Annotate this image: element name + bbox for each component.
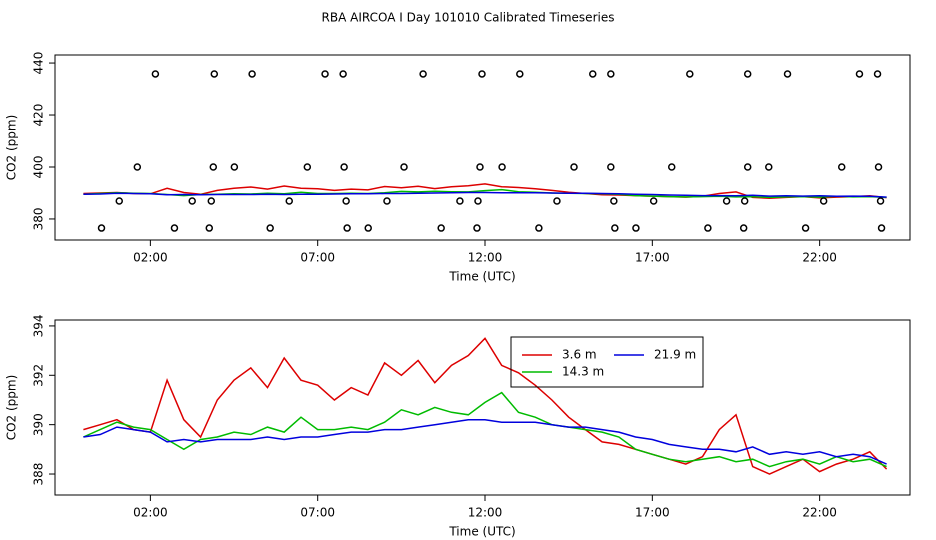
- point: [285, 197, 293, 205]
- x-axis-label: Time (UTC): [448, 525, 515, 539]
- chart-title: RBA AIRCOA I Day 101010 Calibrated Times…: [322, 11, 615, 25]
- point: [632, 224, 640, 232]
- point: [607, 163, 615, 171]
- x-axis-label: Time (UTC): [448, 270, 515, 284]
- point: [589, 70, 597, 78]
- point: [383, 197, 391, 205]
- x-tick-label: 12:00: [468, 506, 503, 520]
- x-tick-label: 02:00: [133, 251, 168, 265]
- point: [115, 197, 124, 205]
- point: [207, 197, 216, 205]
- line: [83, 337, 888, 475]
- x-tick-label: 02:00: [133, 506, 168, 520]
- line: [83, 418, 887, 465]
- point: [248, 70, 256, 78]
- point: [437, 224, 445, 232]
- x-tick-label: 12:00: [468, 251, 503, 265]
- line: [83, 391, 887, 468]
- point: [339, 70, 347, 78]
- legend-label: 3.6 m: [562, 348, 597, 362]
- point: [743, 70, 752, 78]
- point: [170, 224, 179, 232]
- y-axis-label: CO2 (ppm): [5, 375, 19, 441]
- plot-frame: [54, 54, 911, 241]
- x-tick-label: 22:00: [802, 506, 837, 520]
- point: [456, 197, 464, 205]
- y-tick-label: 420: [32, 104, 46, 127]
- point: [342, 197, 350, 205]
- point: [419, 70, 427, 78]
- y-tick-label: 388: [32, 463, 46, 486]
- y-tick-label: 440: [32, 52, 46, 75]
- plot-frame: [54, 319, 911, 496]
- legend-label: 21.9 m: [654, 348, 696, 362]
- point: [210, 70, 219, 78]
- x-tick-label: 07:00: [300, 251, 335, 265]
- point: [343, 224, 351, 232]
- point: [783, 70, 792, 78]
- point: [740, 197, 749, 205]
- point: [473, 224, 481, 232]
- x-tick-label: 17:00: [635, 251, 670, 265]
- point: [739, 224, 748, 232]
- point: [151, 70, 160, 78]
- point: [649, 197, 658, 205]
- line: [83, 183, 887, 199]
- point: [400, 163, 408, 171]
- point: [474, 197, 482, 205]
- point: [97, 224, 106, 232]
- legend-box: [510, 336, 704, 388]
- point: [498, 163, 506, 171]
- point: [837, 163, 846, 171]
- point: [855, 70, 864, 78]
- point: [877, 224, 886, 232]
- point: [801, 224, 810, 232]
- point: [876, 197, 885, 205]
- point: [743, 163, 752, 171]
- point: [874, 163, 883, 171]
- point: [476, 163, 484, 171]
- y-tick-label: 392: [32, 364, 46, 387]
- line: [83, 191, 887, 198]
- point: [570, 163, 578, 171]
- point: [209, 163, 218, 171]
- point: [819, 197, 828, 205]
- point: [364, 224, 372, 232]
- point: [303, 163, 312, 171]
- point: [188, 197, 196, 205]
- point: [686, 70, 694, 78]
- point: [607, 70, 615, 78]
- point: [205, 224, 214, 232]
- x-tick-label: 22:00: [802, 251, 837, 265]
- point: [873, 70, 882, 78]
- point: [133, 163, 142, 171]
- point: [535, 224, 543, 232]
- point: [610, 197, 618, 205]
- point: [478, 70, 486, 78]
- y-tick-label: 400: [32, 156, 46, 179]
- x-tick-label: 17:00: [635, 506, 670, 520]
- point: [553, 197, 561, 205]
- point: [704, 224, 712, 232]
- point: [230, 163, 239, 171]
- y-tick-label: 380: [32, 208, 46, 231]
- point: [765, 163, 773, 171]
- point: [340, 163, 348, 171]
- y-axis-label: CO2 (ppm): [5, 115, 19, 181]
- legend-label: 14.3 m: [562, 365, 604, 379]
- y-tick-label: 390: [32, 413, 46, 436]
- point: [722, 197, 731, 205]
- x-tick-label: 07:00: [300, 506, 335, 520]
- point: [611, 224, 619, 232]
- point: [516, 70, 524, 78]
- point: [266, 224, 274, 232]
- point: [667, 163, 676, 171]
- y-tick-label: 394: [32, 314, 46, 337]
- point: [321, 70, 329, 78]
